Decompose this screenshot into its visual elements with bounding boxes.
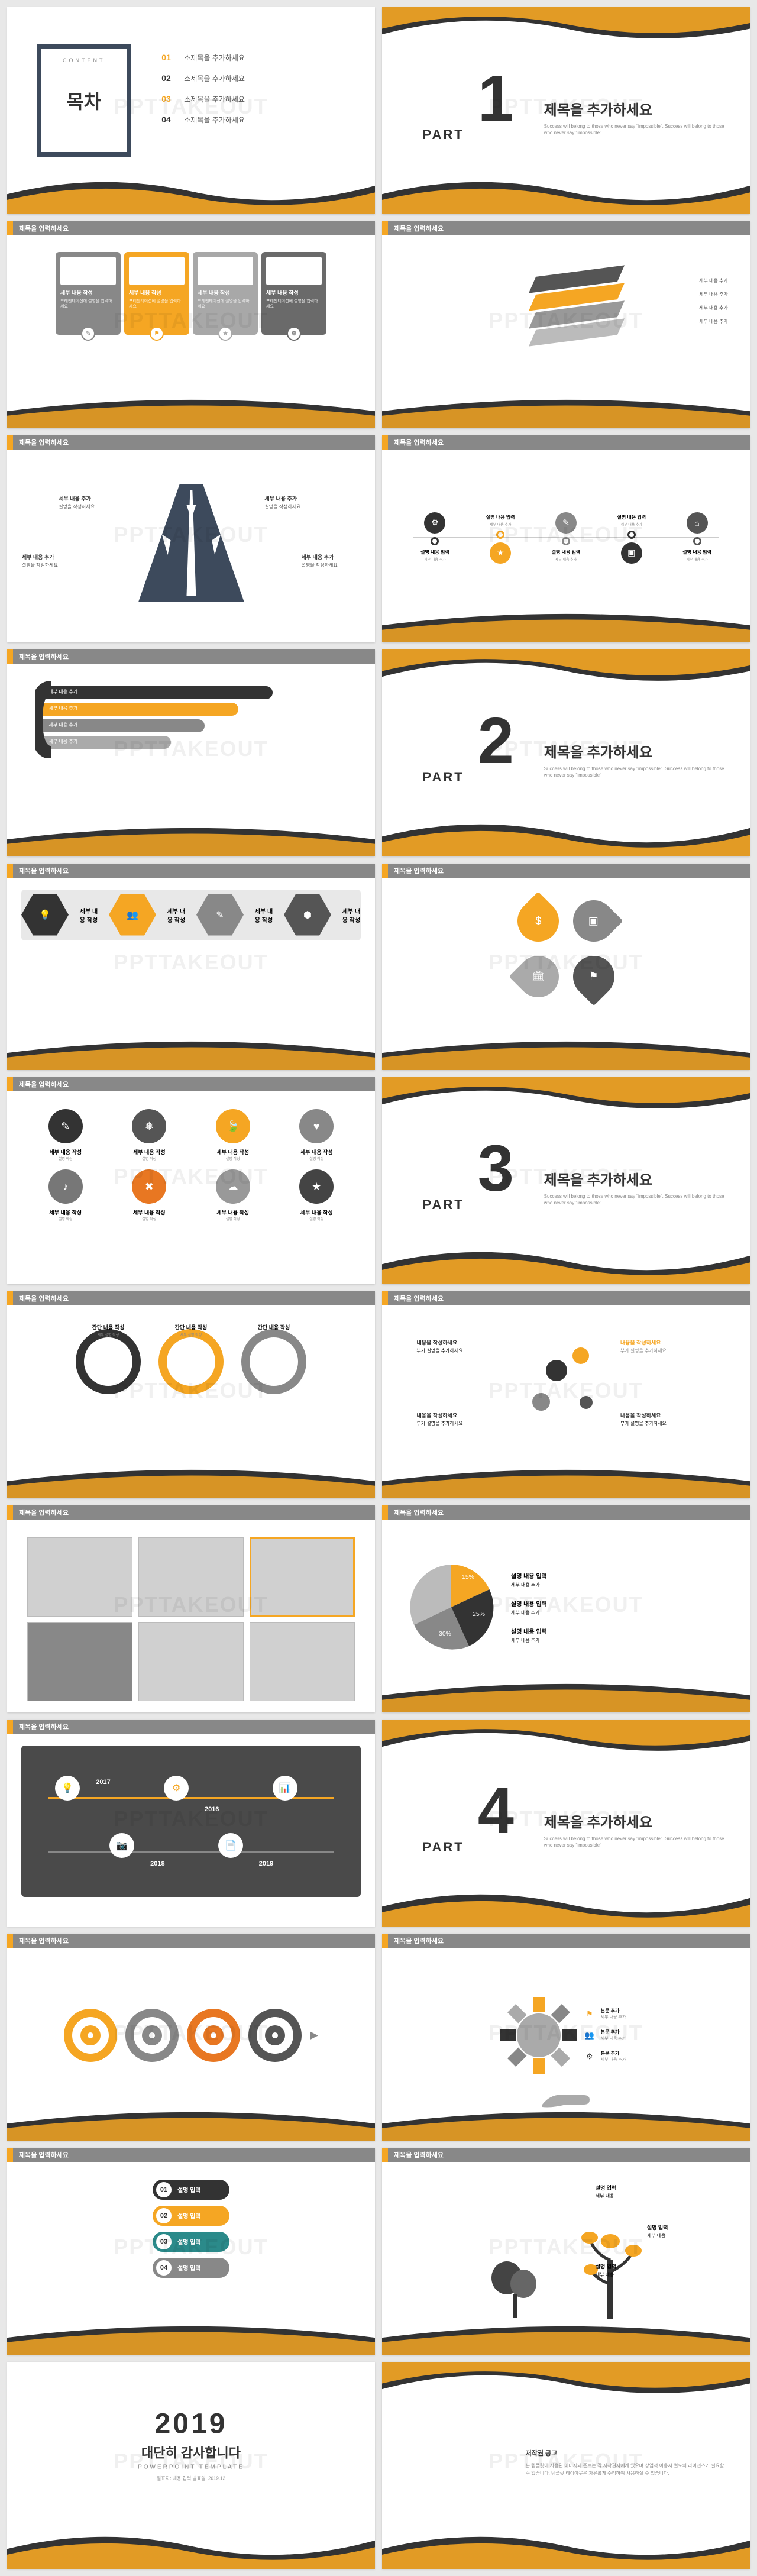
slide-petals: 제목을 입력하세요 PPTTAKEOUT $ ▣ 🏛 ⚑ — [382, 864, 750, 1071]
star-icon: ★ — [299, 1169, 334, 1204]
camera-icon: 📷 — [109, 1833, 134, 1858]
edit-icon: ✎ — [48, 1109, 83, 1143]
gear-icon: ⚙ — [583, 2050, 596, 2063]
tab-item: 세부 내용 작성프레젠테이션에 설명을 입력하세요⚙ — [261, 252, 326, 335]
slide-hex: 제목을 입력하세요 PPTTAKEOUT 💡 세부 내용 작성 👥 세부 내용 … — [7, 864, 375, 1071]
tab-icon: ✎ — [81, 327, 95, 341]
slide-mindmap: 제목을 입력하세요 PPTTAKEOUT 내용을 작성하세요부가 설명을 추가하… — [382, 1291, 750, 1498]
num-badges: 01설명 입력 02설명 입력 03설명 입력 04설명 입력 — [21, 2174, 361, 2278]
slide-tree: 제목을 입력하세요 PPTTAKEOUT 설명 입력세부 내용 설명 입력세부 … — [382, 2148, 750, 2355]
svg-text:25%: 25% — [473, 1611, 485, 1618]
tab-icon: ⚙ — [287, 327, 301, 341]
slide-thanks: PPTTAKEOUT 2019 대단히 감사합니다 POWERPOINT TEM… — [7, 2362, 375, 2569]
building-icon: ▣ — [565, 891, 623, 950]
slide-road: 제목을 입력하세요 PPTTAKEOUT 세부 내용 추가설명을 작성하세요 세… — [7, 435, 375, 642]
slide-tabs: 제목을 입력하세요 PPTTAKEOUT 세부 내용 작성프레젠테이션에 설명을… — [7, 221, 375, 428]
toc-item: 01소제목을 추가하세요 — [161, 53, 245, 63]
slide-iso: 제목을 입력하세요 PPTTAKEOUT 세부 내용 추가세부 내용 추가세부 … — [382, 221, 750, 428]
part-sub: Success will belong to those who never s… — [544, 123, 728, 136]
slide-curves: 제목을 입력하세요 PPTTAKEOUT 세부 내용 추가 세부 내용 추가 세… — [7, 649, 375, 856]
music-icon: ♪ — [48, 1169, 83, 1204]
part-word: PART — [422, 127, 464, 143]
toc-label: CONTENT — [63, 57, 105, 63]
arrow-icon: ▶ — [310, 2029, 318, 2041]
slide-toc: PPTTAKEOUT CONTENT 목차 01소제목을 추가하세요 02소제목… — [7, 7, 375, 214]
slide-photos: 제목을 입력하세요 PPTTAKEOUT — [7, 1505, 375, 1712]
bulb-icon: 💡 — [21, 894, 69, 936]
slide-numbadges: 제목을 입력하세요 PPTTAKEOUT 01설명 입력 02설명 입력 03설… — [7, 2148, 375, 2355]
slide-part4: PPTTAKEOUT 4PART 제목을 추가하세요Success will b… — [382, 1720, 750, 1927]
photo-placeholder — [138, 1622, 244, 1702]
svg-text:30%: 30% — [439, 1630, 451, 1637]
slide-part1: PPTTAKEOUT 1 PART 제목을 추가하세요 Success will… — [382, 7, 750, 214]
slide-grid: PPTTAKEOUT CONTENT 목차 01소제목을 추가하세요 02소제목… — [7, 7, 750, 2569]
target-icon — [64, 2009, 117, 2062]
iso-labels: 세부 내용 추가세부 내용 추가세부 내용 추가세부 내용 추가 — [699, 277, 728, 325]
titlebar: 제목을 입력하세요 — [7, 221, 375, 235]
heart-icon: ♥ — [299, 1109, 334, 1143]
leaf-icon: 🍃 — [216, 1109, 250, 1143]
slide-venn: 제목을 입력하세요 PPTTAKEOUT 간단 내용 작성세부 설명 작성 간단… — [7, 1291, 375, 1498]
slide-part2: PPTTAKEOUT 2PART 제목을 추가하세요Success will b… — [382, 649, 750, 856]
slide-circlegrid: 제목을 입력하세요 PPTTAKEOUT ✎세부 내용 작성설명 작성 ❅세부 … — [7, 1077, 375, 1284]
slide-gear: 제목을 입력하세요 PPTTAKEOUT ⚑본문 추가세부 내용 추가 👥본문 … — [382, 1934, 750, 2141]
gear-icon: ⚙ — [164, 1776, 189, 1801]
photo-placeholder — [250, 1622, 355, 1702]
chart-icon: 📊 — [273, 1776, 297, 1801]
watermark: PPTTAKEOUT — [489, 94, 643, 119]
gear-icon: ⚙ — [424, 512, 445, 534]
watermark: PPTTAKEOUT — [114, 308, 268, 333]
slide-copyright: PPTTAKEOUT 저작권 공고 본 템플릿에 사용된 이미지와 폰트는 각 … — [382, 2362, 750, 2569]
flag-icon: ⚑ — [583, 2008, 596, 2021]
photo-placeholder — [27, 1622, 132, 1702]
doc-icon: 📄 — [218, 1833, 243, 1858]
svg-text:15%: 15% — [462, 1573, 474, 1580]
photo-grid — [21, 1531, 361, 1707]
slide-roadmap: 제목을 입력하세요 PPTTAKEOUT 💡 2017 ⚙ 2016 📊 📷 2… — [7, 1720, 375, 1927]
toc-main: 목차 — [66, 87, 101, 114]
snow-icon: ❅ — [132, 1109, 166, 1143]
shape-icon: ⬢ — [284, 894, 331, 936]
slide-part3: PPTTAKEOUT 3PART 제목을 추가하세요Success will b… — [382, 1077, 750, 1284]
hex-row: 💡 세부 내용 작성 👥 세부 내용 작성 ✎ 세부 내용 작성 ⬢ 세부 내용… — [21, 894, 361, 936]
users-icon: 👥 — [109, 894, 156, 936]
edit-icon: ✎ — [196, 894, 244, 936]
dollar-icon: $ — [509, 891, 568, 950]
slide-timeline: 제목을 입력하세요 PPTTAKEOUT ⚙설명 내용 입력세부 내용 추가 설… — [382, 435, 750, 642]
petal-diagram: $ ▣ 🏛 ⚑ — [507, 890, 625, 1008]
slide-pie: 제목을 입력하세요 PPTTAKEOUT 15% 25% 30% 설명 내용 입… — [382, 1505, 750, 1712]
slide-targets: 제목을 입력하세요 PPTTAKEOUT ▶ — [7, 1934, 375, 2141]
home-icon: ⌂ — [687, 512, 708, 534]
tab-item: 세부 내용 작성프레젠테이션에 설명을 입력하세요✎ — [56, 252, 121, 335]
toc-item: 02소제목을 추가하세요 — [161, 73, 245, 83]
watermark: PPTTAKEOUT — [114, 94, 268, 119]
